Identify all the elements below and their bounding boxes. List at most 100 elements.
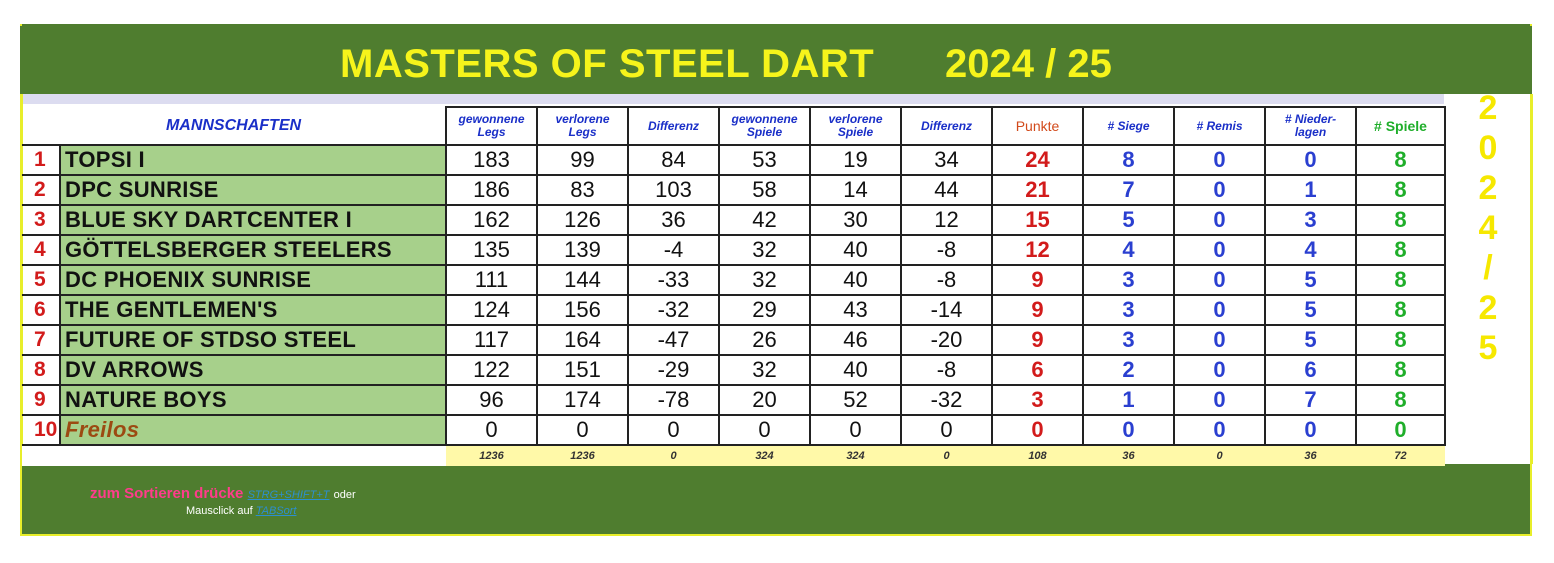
rank-cell: 8	[22, 354, 61, 386]
games-lost-cell: 19	[809, 144, 902, 176]
games-won-cell: 29	[718, 294, 811, 326]
legs-diff-cell: -32	[627, 294, 720, 326]
header-line: gewonnene	[731, 112, 798, 126]
header-games-lost: verlorene Spiele	[809, 106, 902, 146]
games-diff-cell: 34	[900, 144, 993, 176]
games-cell: 8	[1355, 264, 1446, 296]
wins-cell: 8	[1082, 144, 1175, 176]
games-cell: 8	[1355, 294, 1446, 326]
total-legs-diff: 0	[628, 445, 719, 466]
season-title: 2024 / 25	[945, 42, 1112, 86]
team-name-cell: DV ARROWS	[59, 354, 447, 386]
table-row: 2 DPC SUNRISE 186 83 103 58 14 44 21 7 0 1 8	[22, 174, 1446, 206]
table-row: 8 DV ARROWS 122 151 -29 32 40 -8 6 2 0 6 8	[22, 354, 1446, 386]
games-lost-cell: 40	[809, 354, 902, 386]
wins-cell: 3	[1082, 324, 1175, 356]
games-diff-cell: -32	[900, 384, 993, 416]
games-diff-cell: 0	[900, 414, 993, 446]
losses-cell: 6	[1264, 354, 1357, 386]
games-cell: 8	[1355, 174, 1446, 206]
rank-cell: 9	[22, 384, 61, 416]
losses-cell: 3	[1264, 204, 1357, 236]
header-line: Spiele	[837, 125, 874, 139]
games-won-cell: 32	[718, 234, 811, 266]
games-lost-cell: 0	[809, 414, 902, 446]
vertical-season: 2 0 2 4 / 2 5	[1444, 88, 1532, 368]
wins-cell: 3	[1082, 294, 1175, 326]
legs-diff-cell: 84	[627, 144, 720, 176]
games-cell: 8	[1355, 234, 1446, 266]
games-diff-cell: -8	[900, 264, 993, 296]
games-diff-cell: 12	[900, 204, 993, 236]
legs-won-cell: 124	[445, 294, 538, 326]
draws-cell: 0	[1173, 414, 1266, 446]
losses-cell: 0	[1264, 144, 1357, 176]
shortcut-link[interactable]: STRG+SHIFT+T	[247, 489, 330, 501]
header-line: gewonnene	[458, 112, 525, 126]
legs-won-cell: 183	[445, 144, 538, 176]
games-won-cell: 42	[718, 204, 811, 236]
rank-cell: 6	[22, 294, 61, 326]
team-name-cell: BLUE SKY DARTCENTER I	[59, 204, 447, 236]
points-cell: 0	[991, 414, 1084, 446]
games-cell: 8	[1355, 204, 1446, 236]
team-name-cell: Freilos	[59, 414, 447, 446]
games-won-cell: 53	[718, 144, 811, 176]
games-lost-cell: 46	[809, 324, 902, 356]
rank-cell: 2	[22, 174, 61, 206]
games-diff-cell: -8	[900, 354, 993, 386]
legs-lost-cell: 156	[536, 294, 629, 326]
games-won-cell: 32	[718, 264, 811, 296]
right-strip	[1444, 94, 1532, 464]
page-title: MASTERS OF STEEL DART	[340, 42, 875, 86]
header-draws: # Remis	[1173, 106, 1266, 146]
draws-cell: 0	[1173, 294, 1266, 326]
title-bar: MASTERS OF STEEL DART 2024 / 25	[20, 26, 1532, 94]
rank-cell: 7	[22, 324, 61, 356]
legs-lost-cell: 0	[536, 414, 629, 446]
losses-cell: 4	[1264, 234, 1357, 266]
losses-cell: 0	[1264, 414, 1357, 446]
totals-spacer	[22, 445, 446, 466]
games-won-cell: 0	[718, 414, 811, 446]
points-cell: 6	[991, 354, 1084, 386]
rank-cell: 3	[22, 204, 61, 236]
team-name-cell: GÖTTELSBERGER STEELERS	[59, 234, 447, 266]
losses-cell: 7	[1264, 384, 1357, 416]
header-games-won: gewonnene Spiele	[718, 106, 811, 146]
total-games: 72	[1356, 445, 1445, 466]
wins-cell: 2	[1082, 354, 1175, 386]
panel-left-rule	[20, 94, 23, 464]
games-cell: 8	[1355, 324, 1446, 356]
header-team: MANNSCHAFTEN	[22, 107, 447, 146]
draws-cell: 0	[1173, 384, 1266, 416]
losses-cell: 5	[1264, 264, 1357, 296]
totals-row: 1236 1236 0 324 324 0 108 36 0 36 72	[22, 445, 1445, 466]
team-name-cell: DC PHOENIX SUNRISE	[59, 264, 447, 296]
rank-cell: 5	[22, 264, 61, 296]
legs-won-cell: 111	[445, 264, 538, 296]
legs-diff-cell: -4	[627, 234, 720, 266]
table-row: 5 DC PHOENIX SUNRISE 111 144 -33 32 40 -8 9 3 0 5 8	[22, 264, 1446, 296]
table-row: 10 Freilos 0 0 0 0 0 0 0 0 0 0 0	[22, 414, 1446, 446]
wins-cell: 7	[1082, 174, 1175, 206]
wins-cell: 4	[1082, 234, 1175, 266]
points-cell: 3	[991, 384, 1084, 416]
legs-lost-cell: 126	[536, 204, 629, 236]
games-lost-cell: 14	[809, 174, 902, 206]
losses-cell: 5	[1264, 324, 1357, 356]
tabsort-link[interactable]: TABSort	[255, 505, 297, 517]
vertical-season-char: 2	[1478, 89, 1498, 127]
legs-lost-cell: 151	[536, 354, 629, 386]
total-legs-lost: 1236	[537, 445, 628, 466]
games-won-cell: 20	[718, 384, 811, 416]
draws-cell: 0	[1173, 324, 1266, 356]
table-row: 6 THE GENTLEMEN'S 124 156 -32 29 43 -14 9 3 0 5 8	[22, 294, 1446, 326]
draws-cell: 0	[1173, 264, 1266, 296]
total-legs-won: 1236	[446, 445, 537, 466]
header-line: verlorene	[555, 112, 610, 126]
games-won-cell: 32	[718, 354, 811, 386]
header-line: Legs	[477, 125, 506, 139]
header-line: # Nieder-	[1284, 112, 1337, 126]
draws-cell: 0	[1173, 204, 1266, 236]
